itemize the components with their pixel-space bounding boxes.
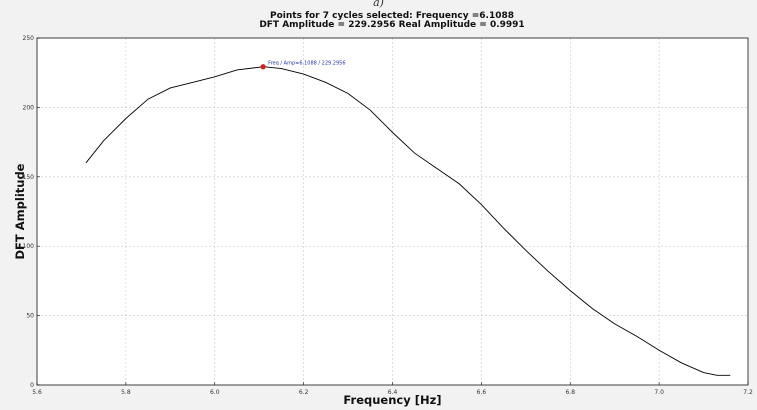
y-tick-label: 250 [23,35,35,42]
y-tick-label: 100 [23,243,35,250]
x-tick-label: 5.8 [121,389,131,396]
x-tick-label: 6.8 [565,389,575,396]
y-tick-label: 150 [23,174,35,181]
x-tick-label: 7.2 [743,389,753,396]
plot-frame [36,37,749,386]
peak-annotation: Freq / Amp=6.1088 / 229.2956 [268,61,345,67]
x-tick-label: 6.2 [299,389,309,396]
x-tick-label: 5.6 [32,389,42,396]
x-tick-label: 6.6 [477,389,487,396]
dft-amplitude-series-line [85,66,731,376]
peak-marker [260,64,266,70]
y-axis-title: DFT Amplitude [13,163,27,259]
y-tick-label: 200 [23,104,35,111]
chart-title-line-1: Points for 7 cycles selected: Frequency … [270,11,514,21]
y-tick-label: 0 [30,382,34,389]
x-tick-label: 7.0 [654,389,664,396]
x-axis-title: Frequency [Hz] [343,393,441,407]
x-tick-label: 6.4 [388,389,398,396]
figure-panel-label: a) [373,0,384,9]
chart-title-line-2: DFT Amplitude = 229.2956 Real Amplitude … [259,20,524,30]
x-tick-label: 6.0 [210,389,220,396]
y-tick-label: 50 [26,313,34,320]
